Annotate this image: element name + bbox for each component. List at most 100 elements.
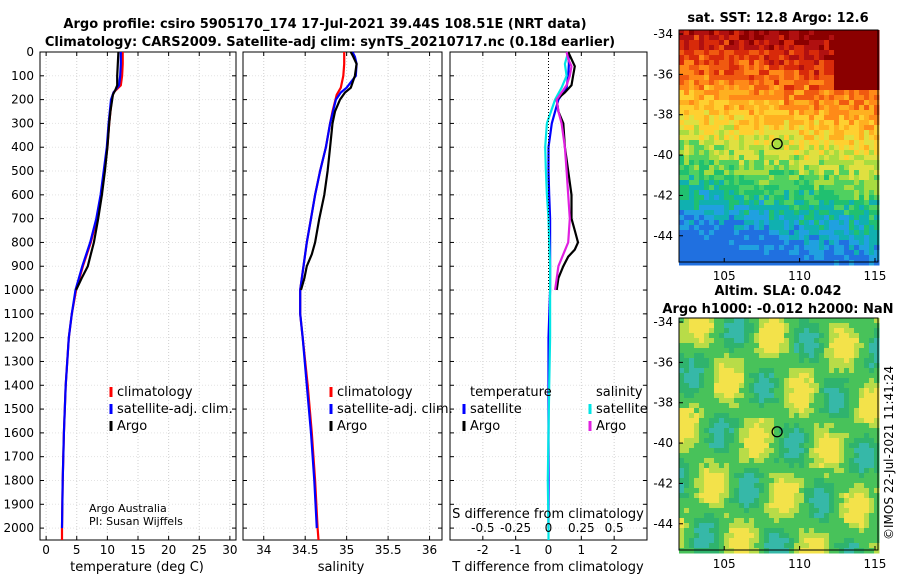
map-cell bbox=[749, 90, 755, 96]
map-cell bbox=[784, 328, 790, 334]
map-cell bbox=[694, 160, 700, 166]
map-cell bbox=[824, 358, 830, 364]
map-cell bbox=[704, 95, 710, 101]
map-cell bbox=[734, 90, 740, 96]
map-cell bbox=[699, 190, 705, 196]
series-satellite-adj-clim- bbox=[60, 52, 122, 529]
map-cell bbox=[734, 255, 740, 261]
map-cell bbox=[704, 110, 710, 116]
map-cell bbox=[774, 543, 780, 549]
map-cell bbox=[809, 235, 815, 241]
map-cell bbox=[829, 170, 835, 176]
map-cell bbox=[719, 393, 725, 399]
map-cell bbox=[859, 140, 865, 146]
map-cell bbox=[799, 150, 805, 156]
map-cell bbox=[859, 155, 865, 161]
map-cell bbox=[714, 215, 720, 221]
map-cell bbox=[729, 55, 735, 61]
map-cell bbox=[749, 35, 755, 41]
map-cell bbox=[864, 105, 870, 111]
map-cell bbox=[829, 140, 835, 146]
map-cell bbox=[779, 55, 785, 61]
map-cell bbox=[744, 95, 750, 101]
map-cell bbox=[714, 175, 720, 181]
map-cell bbox=[814, 353, 820, 359]
map-cell bbox=[704, 453, 710, 459]
map-cell bbox=[734, 80, 740, 86]
map-cell bbox=[839, 215, 845, 221]
map-cell bbox=[779, 503, 785, 509]
map-cell bbox=[854, 115, 860, 121]
map-cell bbox=[699, 55, 705, 61]
map-cell bbox=[699, 488, 705, 494]
series-s-satellite bbox=[544, 51, 570, 540]
map-cell bbox=[699, 215, 705, 221]
map-cell bbox=[774, 338, 780, 344]
map-cell bbox=[759, 185, 765, 191]
map-cell bbox=[789, 55, 795, 61]
map-cell bbox=[694, 135, 700, 141]
map-cell bbox=[859, 145, 865, 151]
map-cell bbox=[759, 155, 765, 161]
map-cell bbox=[729, 523, 735, 529]
map-cell bbox=[729, 483, 735, 489]
map-cell bbox=[734, 240, 740, 246]
map-cell bbox=[744, 383, 750, 389]
map-cell bbox=[829, 65, 835, 71]
map-cell bbox=[779, 235, 785, 241]
map-cell bbox=[684, 493, 690, 499]
map-cell bbox=[874, 543, 880, 549]
map-cell bbox=[844, 135, 850, 141]
map-cell bbox=[874, 443, 880, 449]
map-cell bbox=[754, 483, 760, 489]
map-cell bbox=[729, 170, 735, 176]
map-cell bbox=[759, 338, 765, 344]
map-cell bbox=[724, 230, 730, 236]
map-cell bbox=[779, 220, 785, 226]
map-cell bbox=[709, 348, 715, 354]
map-cell bbox=[874, 483, 880, 489]
map-cell bbox=[799, 498, 805, 504]
map-cell bbox=[779, 368, 785, 374]
map-cell bbox=[824, 493, 830, 499]
map-cell bbox=[859, 45, 865, 51]
map-cell bbox=[864, 478, 870, 484]
map-cell bbox=[809, 80, 815, 86]
map-cell bbox=[759, 190, 765, 196]
map-cell bbox=[694, 413, 700, 419]
map-cell bbox=[844, 318, 850, 324]
map-cell bbox=[719, 408, 725, 414]
map-cell bbox=[794, 180, 800, 186]
map-cell bbox=[824, 30, 830, 36]
map-cell bbox=[809, 388, 815, 394]
map-cell bbox=[804, 528, 810, 534]
map-cell bbox=[864, 343, 870, 349]
map-cell bbox=[694, 343, 700, 349]
map-cell bbox=[714, 358, 720, 364]
map-cell bbox=[679, 175, 685, 181]
map-cell bbox=[874, 30, 880, 36]
header-line-1: Argo profile: csiro 5905170_174 17-Jul-2… bbox=[63, 17, 586, 32]
map-cell bbox=[849, 215, 855, 221]
map-cell bbox=[784, 413, 790, 419]
map-cell bbox=[774, 250, 780, 256]
map-cell bbox=[694, 40, 700, 46]
map-cell bbox=[719, 180, 725, 186]
map-cell bbox=[849, 393, 855, 399]
map-cell bbox=[844, 125, 850, 131]
map-cell bbox=[864, 483, 870, 489]
map-cell bbox=[754, 363, 760, 369]
map-cell bbox=[679, 150, 685, 156]
map-cell bbox=[789, 538, 795, 544]
map-cell bbox=[684, 235, 690, 241]
map-cell bbox=[679, 145, 685, 151]
map-cell bbox=[764, 70, 770, 76]
map-cell bbox=[714, 75, 720, 81]
map-cell bbox=[754, 65, 760, 71]
map-cell bbox=[679, 503, 685, 509]
map-cell bbox=[839, 478, 845, 484]
salinity-panel: 34 34.5 35 35.5 36 bbox=[242, 51, 443, 557]
map-cell bbox=[764, 260, 770, 266]
map-cell bbox=[794, 383, 800, 389]
map-cell bbox=[859, 458, 865, 464]
